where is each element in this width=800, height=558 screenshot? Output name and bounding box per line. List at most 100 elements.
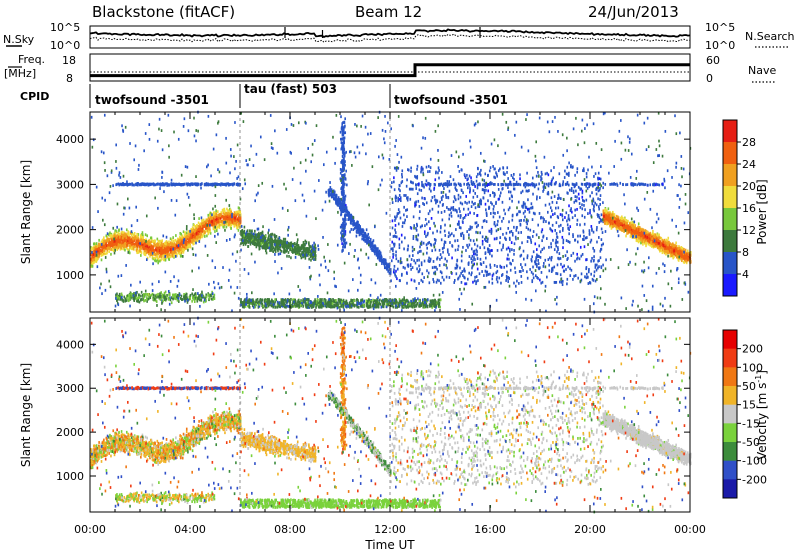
power-data-point: [214, 297, 216, 300]
power-data-point: [370, 301, 372, 304]
power-data-point: [430, 299, 432, 302]
power-data-point: [310, 245, 312, 248]
power-data-point: [186, 296, 188, 299]
power-data-point: [134, 297, 136, 300]
power-data-point: [278, 253, 280, 256]
power-data-point: [115, 297, 117, 300]
power-data-point: [344, 196, 346, 199]
power-data-point: [96, 260, 98, 263]
power-data-point: [248, 306, 250, 309]
power-data-point: [276, 240, 278, 243]
power-data-point: [373, 248, 375, 251]
power-data-point: [374, 250, 376, 253]
power-data-point: [145, 293, 147, 296]
power-data-point: [422, 301, 424, 304]
power-data-point: [285, 301, 287, 304]
power-data-point: [600, 256, 602, 259]
power-data-point: [427, 305, 429, 308]
power-scatter: [90, 111, 692, 314]
power-data-point: [119, 293, 121, 296]
power-data-point: [279, 305, 281, 308]
power-data-point: [118, 183, 120, 186]
power-data-point: [146, 234, 148, 237]
power-data-point: [295, 256, 297, 259]
power-data-point: [293, 249, 295, 252]
power-data-point: [366, 299, 368, 302]
power-data-point: [381, 306, 383, 309]
power-data-point: [342, 137, 344, 140]
power-data-point: [341, 305, 343, 308]
power-data-point: [244, 301, 246, 304]
power-data-point: [212, 184, 214, 187]
power-data-point: [198, 235, 200, 238]
power-data-point: [274, 239, 276, 242]
power-data-point: [122, 236, 124, 239]
power-data-point: [456, 272, 458, 275]
power-data-point: [237, 213, 239, 216]
power-data-point: [152, 248, 154, 251]
power-data-point: [420, 304, 422, 307]
power-data-point: [406, 282, 408, 285]
power-data-point: [169, 293, 171, 296]
power-data-point: [277, 244, 279, 247]
power-data-point: [342, 142, 344, 145]
power-data-point: [225, 212, 227, 215]
power-data-point: [276, 235, 278, 238]
power-data-point: [153, 294, 155, 297]
power-data-point: [247, 229, 249, 232]
power-data-point: [120, 244, 122, 247]
power-data-point: [368, 236, 370, 239]
power-data-point: [160, 244, 162, 247]
power-data-point: [533, 276, 535, 279]
power-data-point: [283, 249, 285, 252]
power-data-point: [118, 297, 120, 300]
power-data-point: [350, 222, 352, 225]
power-data-point: [294, 243, 296, 246]
power-data-point: [384, 259, 386, 262]
power-data-point: [232, 219, 234, 222]
power-data-point: [375, 306, 377, 309]
power-data-point: [263, 236, 265, 239]
power-data-point: [450, 175, 452, 178]
power-data-point: [312, 257, 314, 260]
power-data-point: [249, 238, 251, 241]
power-data-point: [208, 221, 210, 224]
power-data-point: [322, 304, 324, 307]
power-data-point: [243, 305, 245, 308]
power-data-point: [154, 298, 156, 301]
power-data-point: [98, 244, 100, 247]
power-data-point: [168, 258, 170, 261]
power-data-point: [272, 306, 274, 309]
power-data-point: [104, 249, 106, 252]
power-data-point: [147, 250, 149, 253]
beam-title: Beam 12: [355, 3, 422, 21]
power-data-point: [116, 292, 118, 295]
power-data-point: [283, 238, 285, 241]
power-data-point: [588, 185, 590, 188]
power-data-point: [266, 252, 268, 255]
power-data-point: [261, 232, 263, 235]
power-data-point: [172, 255, 174, 258]
power-data-point: [296, 302, 298, 305]
noise-right-label: N.Search: [745, 30, 795, 43]
power-data-point: [120, 183, 122, 186]
power-data-point: [166, 184, 168, 187]
power-data-point: [290, 306, 292, 309]
power-data-point: [123, 296, 125, 299]
power-data-point: [205, 299, 207, 302]
power-data-point: [342, 235, 344, 238]
power-data-point: [281, 303, 283, 306]
power-data-point: [109, 231, 111, 234]
power-data-point: [192, 226, 194, 229]
power-data-point: [112, 248, 114, 251]
power-data-point: [356, 306, 358, 309]
power-data-point: [274, 236, 276, 239]
power-data-point: [499, 241, 501, 244]
power-data-point: [159, 296, 161, 299]
power-data-point: [226, 226, 228, 229]
power-data-point: [168, 253, 170, 256]
power-data-point: [332, 302, 334, 305]
power-data-point: [185, 247, 187, 250]
power-data-point: [173, 295, 175, 298]
